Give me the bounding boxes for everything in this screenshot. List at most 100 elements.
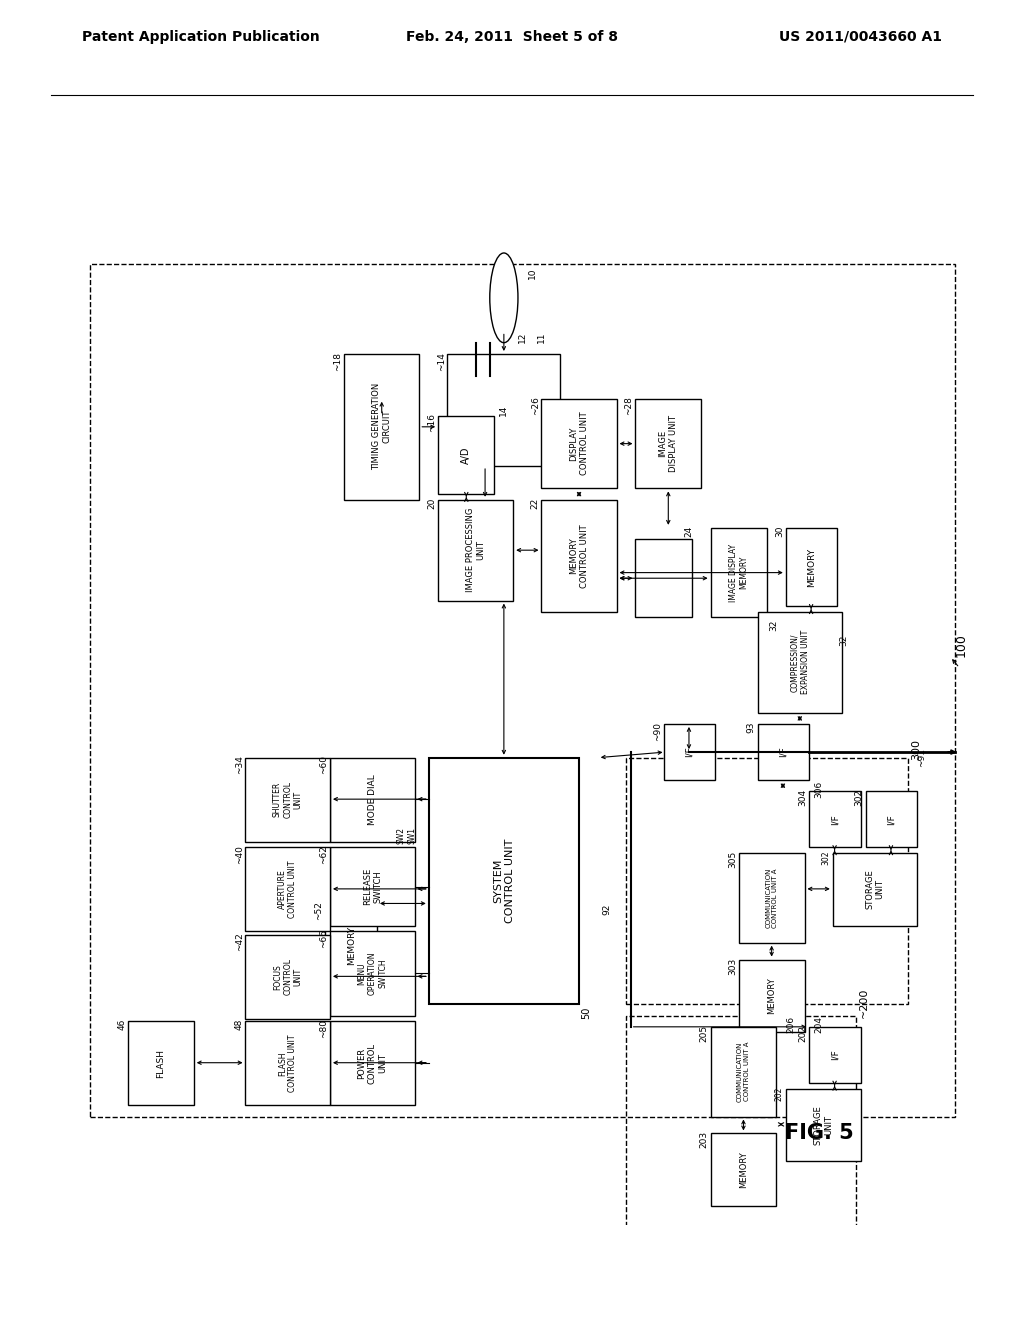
- Text: IMAGE
DISPLAY UNIT: IMAGE DISPLAY UNIT: [658, 414, 678, 473]
- Text: MEMORY: MEMORY: [347, 925, 355, 965]
- Text: 32: 32: [840, 634, 849, 645]
- Text: MEMORY: MEMORY: [807, 548, 816, 586]
- FancyBboxPatch shape: [330, 932, 415, 1015]
- Text: ~200: ~200: [859, 987, 869, 1018]
- Text: FLASH: FLASH: [157, 1049, 166, 1077]
- Text: POWER
CONTROL
UNIT: POWER CONTROL UNIT: [357, 1043, 387, 1084]
- Text: 93: 93: [746, 722, 756, 734]
- Text: I/F: I/F: [779, 747, 787, 758]
- Text: FOCUS
CONTROL
UNIT: FOCUS CONTROL UNIT: [272, 958, 303, 995]
- Text: I/F: I/F: [887, 814, 896, 825]
- FancyBboxPatch shape: [326, 903, 377, 987]
- FancyBboxPatch shape: [246, 758, 330, 842]
- FancyBboxPatch shape: [246, 1022, 330, 1105]
- FancyBboxPatch shape: [809, 1027, 861, 1082]
- FancyBboxPatch shape: [738, 960, 805, 1032]
- Text: FLASH
CONTROL UNIT: FLASH CONTROL UNIT: [279, 1035, 298, 1092]
- Text: 50: 50: [581, 1007, 591, 1019]
- Text: 202: 202: [775, 1086, 783, 1101]
- Text: 305: 305: [728, 851, 737, 869]
- Text: 32: 32: [769, 619, 778, 631]
- Text: ~60: ~60: [319, 755, 328, 775]
- Text: Patent Application Publication: Patent Application Publication: [82, 30, 319, 44]
- Text: ~16: ~16: [427, 413, 436, 433]
- Text: 306: 306: [814, 780, 823, 797]
- Text: RELEASE
SWITCH: RELEASE SWITCH: [362, 869, 382, 906]
- Text: 100: 100: [954, 632, 968, 657]
- Text: 304: 304: [799, 789, 807, 807]
- Text: A/D: A/D: [461, 446, 471, 463]
- Text: ~80: ~80: [319, 1019, 328, 1038]
- Text: ~34: ~34: [234, 755, 244, 775]
- FancyBboxPatch shape: [711, 1027, 776, 1117]
- FancyBboxPatch shape: [711, 1134, 776, 1206]
- Text: 203: 203: [699, 1131, 709, 1148]
- Text: STORAGE
UNIT: STORAGE UNIT: [865, 870, 885, 909]
- FancyBboxPatch shape: [438, 416, 495, 494]
- FancyBboxPatch shape: [636, 539, 692, 618]
- Text: APERTURE
CONTROL UNIT: APERTURE CONTROL UNIT: [279, 861, 298, 919]
- Text: I/F: I/F: [830, 1049, 840, 1060]
- Text: COMMUNICATION
CONTROL UNIT A: COMMUNICATION CONTROL UNIT A: [737, 1041, 750, 1102]
- Text: 204: 204: [814, 1016, 823, 1034]
- Text: ~52: ~52: [314, 902, 324, 920]
- FancyBboxPatch shape: [758, 723, 809, 780]
- FancyBboxPatch shape: [330, 847, 415, 925]
- FancyBboxPatch shape: [542, 399, 616, 488]
- Text: MEMORY: MEMORY: [767, 978, 776, 1014]
- Text: ~90: ~90: [652, 722, 662, 741]
- Text: 46: 46: [117, 1019, 126, 1031]
- Text: 12: 12: [518, 331, 527, 343]
- Text: IMAGE PROCESSING
UNIT: IMAGE PROCESSING UNIT: [466, 508, 485, 593]
- FancyBboxPatch shape: [785, 528, 838, 606]
- Text: 206: 206: [786, 1016, 795, 1034]
- Text: 202: 202: [799, 1024, 807, 1041]
- Text: SHUTTER
CONTROL
UNIT: SHUTTER CONTROL UNIT: [272, 781, 303, 818]
- FancyBboxPatch shape: [785, 1089, 861, 1162]
- FancyBboxPatch shape: [833, 853, 918, 925]
- FancyBboxPatch shape: [330, 758, 415, 842]
- Text: IMAGE DISPLAY
MEMORY: IMAGE DISPLAY MEMORY: [729, 544, 749, 602]
- FancyBboxPatch shape: [330, 1022, 415, 1105]
- FancyBboxPatch shape: [711, 528, 767, 618]
- Text: 300: 300: [910, 739, 921, 760]
- Text: 92: 92: [603, 903, 611, 915]
- Text: COMPRESSION/
EXPANSION UNIT: COMPRESSION/ EXPANSION UNIT: [791, 630, 810, 694]
- FancyBboxPatch shape: [429, 758, 579, 1005]
- Text: 48: 48: [234, 1019, 244, 1031]
- Text: COMMUNICATION
CONTROL UNIT A: COMMUNICATION CONTROL UNIT A: [765, 867, 778, 928]
- Text: 22: 22: [530, 498, 540, 508]
- Text: 302: 302: [855, 789, 863, 807]
- Ellipse shape: [489, 253, 518, 343]
- FancyBboxPatch shape: [758, 612, 842, 713]
- Text: ~62: ~62: [319, 845, 328, 865]
- Text: ~18: ~18: [333, 351, 342, 371]
- FancyBboxPatch shape: [128, 1022, 194, 1105]
- Text: I/F: I/F: [685, 747, 694, 758]
- Text: MEMORY: MEMORY: [739, 1151, 748, 1188]
- FancyBboxPatch shape: [438, 500, 513, 601]
- Text: 205: 205: [699, 1024, 709, 1041]
- FancyBboxPatch shape: [809, 791, 861, 847]
- Text: DISPLAY
CONTROL UNIT: DISPLAY CONTROL UNIT: [569, 412, 589, 475]
- FancyBboxPatch shape: [447, 354, 560, 466]
- Text: MENU
OPERATION
SWITCH: MENU OPERATION SWITCH: [357, 952, 387, 995]
- FancyBboxPatch shape: [636, 399, 701, 488]
- Text: SW1: SW1: [408, 828, 417, 843]
- Text: ~28: ~28: [625, 396, 634, 416]
- Text: STORAGE
UNIT: STORAGE UNIT: [814, 1105, 833, 1144]
- Text: I/F: I/F: [830, 814, 840, 825]
- Text: FIG. 5: FIG. 5: [784, 1122, 854, 1143]
- Text: 303: 303: [728, 957, 737, 974]
- Text: TIMING GENERATION
CIRCUIT: TIMING GENERATION CIRCUIT: [372, 383, 391, 470]
- Text: 30: 30: [775, 525, 783, 537]
- Text: 11: 11: [537, 331, 546, 343]
- Text: 10: 10: [527, 268, 537, 279]
- FancyBboxPatch shape: [865, 791, 918, 847]
- Text: SW2: SW2: [396, 828, 406, 843]
- Text: Feb. 24, 2011  Sheet 5 of 8: Feb. 24, 2011 Sheet 5 of 8: [406, 30, 618, 44]
- FancyBboxPatch shape: [542, 500, 616, 612]
- Text: ~40: ~40: [234, 845, 244, 865]
- Text: ~42: ~42: [234, 933, 244, 952]
- FancyBboxPatch shape: [246, 935, 330, 1019]
